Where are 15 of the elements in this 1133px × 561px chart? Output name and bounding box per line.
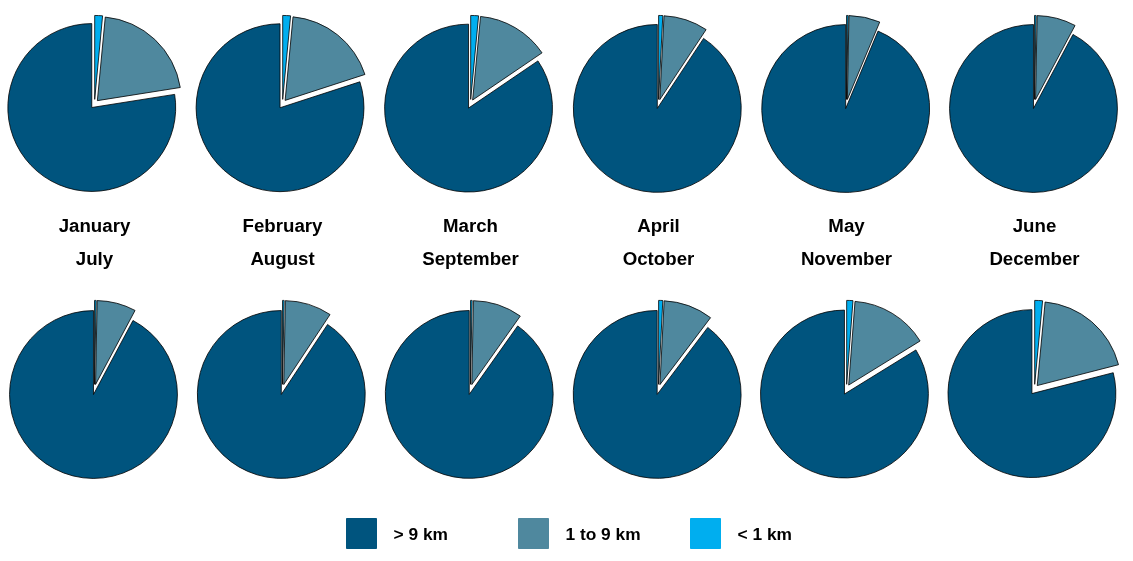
- legend-label: 1 to 9 km: [565, 523, 641, 544]
- chart-title: August: [250, 247, 315, 269]
- chart-title: November: [800, 247, 893, 269]
- chart-title: September: [422, 247, 519, 269]
- text: January: [58, 214, 131, 236]
- chart-title: July: [75, 247, 114, 269]
- text: April: [637, 214, 680, 236]
- text: February: [242, 214, 324, 236]
- legend-label: > 9 km: [393, 523, 448, 544]
- chart-title: October: [622, 247, 695, 269]
- chart-title: December: [989, 247, 1080, 269]
- text: June: [1012, 214, 1057, 236]
- text: March: [443, 214, 498, 236]
- text: May: [828, 214, 866, 236]
- legend-label: < 1 km: [737, 523, 792, 544]
